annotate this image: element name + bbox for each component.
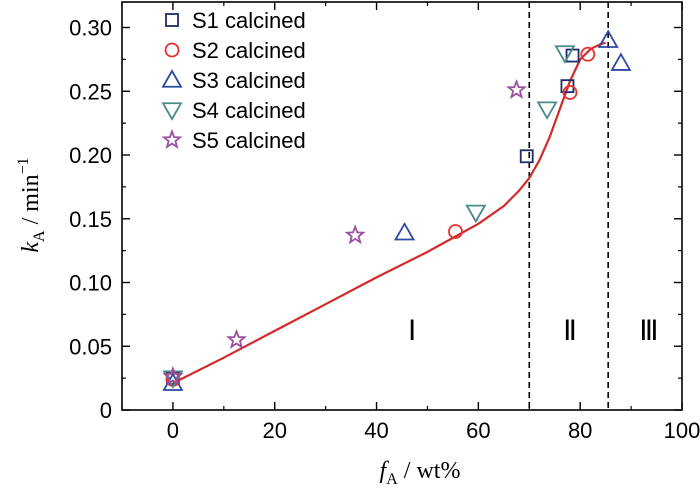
legend: S1 calcined S2 calcined S3 calcined S4 calc…	[161, 8, 306, 153]
legend-marker-2	[164, 42, 180, 58]
x-tick-label: 100	[664, 418, 700, 443]
tick-labels: 0 20 40 60 80 100 0 0.05 0.10 0.15 0.20 0.25 0.30	[69, 16, 700, 444]
data-point-series-5	[162, 365, 184, 386]
legend-label: S1 calcined	[192, 8, 306, 33]
region-label: Ⅱ	[563, 316, 577, 347]
x-tick-label: 40	[364, 418, 388, 443]
x-tick-label: 80	[568, 418, 592, 443]
legend-label: S4 calcined	[192, 98, 306, 123]
y-tick-label: 0.10	[69, 271, 112, 296]
data-point-series-5	[506, 78, 528, 99]
region-labels: Ⅰ Ⅱ Ⅲ	[408, 316, 659, 347]
legend-label: S5 calcined	[192, 128, 306, 153]
legend-marker-3	[161, 69, 183, 88]
data-point-series-4	[554, 45, 576, 64]
plot-frame	[121, 1, 683, 411]
data-points-layer	[162, 29, 632, 391]
x-axis-unit: / wt%	[398, 458, 461, 484]
legend-marker-1	[165, 13, 179, 27]
legend-marker-4	[161, 102, 183, 121]
data-point-series-2	[448, 224, 463, 239]
x-axis-subscript: A	[386, 471, 398, 488]
x-tick-label: 0	[167, 418, 179, 443]
data-point-series-5	[226, 328, 248, 349]
y-axis-symbol: k	[18, 242, 44, 253]
y-axis-superscript: −1	[15, 157, 32, 174]
legend-label: S3 calcined	[192, 68, 306, 93]
data-point-series-2	[562, 85, 578, 100]
data-point-series-5	[344, 224, 366, 245]
legend-label: S2 calcined	[192, 38, 306, 63]
region-boundaries	[528, 2, 609, 410]
y-axis-subscript: A	[31, 230, 48, 242]
x-axis-symbol: f	[380, 458, 390, 484]
fit-curve-layer	[172, 41, 606, 385]
y-tick-label: 0.20	[69, 143, 112, 168]
region-label: Ⅰ	[408, 316, 416, 347]
y-tick-label: 0	[100, 398, 112, 423]
y-tick-label: 0.25	[69, 79, 112, 104]
x-axis-title: fA / wt%	[380, 458, 461, 488]
data-point-series-4	[536, 101, 558, 120]
data-point-series-1	[519, 149, 534, 164]
data-point-series-2	[580, 46, 596, 62]
y-axis-unit: / min	[18, 174, 44, 230]
y-tick-label: 0.15	[69, 207, 112, 232]
data-point-series-3	[393, 221, 416, 241]
data-point-series-3	[610, 52, 632, 71]
fit-curve	[172, 41, 606, 385]
region-label: Ⅲ	[639, 316, 658, 347]
y-tick-label: 0.30	[69, 16, 112, 41]
legend-marker-5	[161, 128, 183, 149]
data-point-series-4	[465, 204, 487, 224]
x-tick-label: 20	[262, 418, 286, 443]
y-tick-label: 0.05	[69, 334, 112, 359]
y-axis-title: kA / min−1	[15, 157, 48, 252]
x-tick-label: 60	[466, 418, 490, 443]
data-point-series-3	[597, 29, 619, 48]
axes	[121, 1, 683, 411]
